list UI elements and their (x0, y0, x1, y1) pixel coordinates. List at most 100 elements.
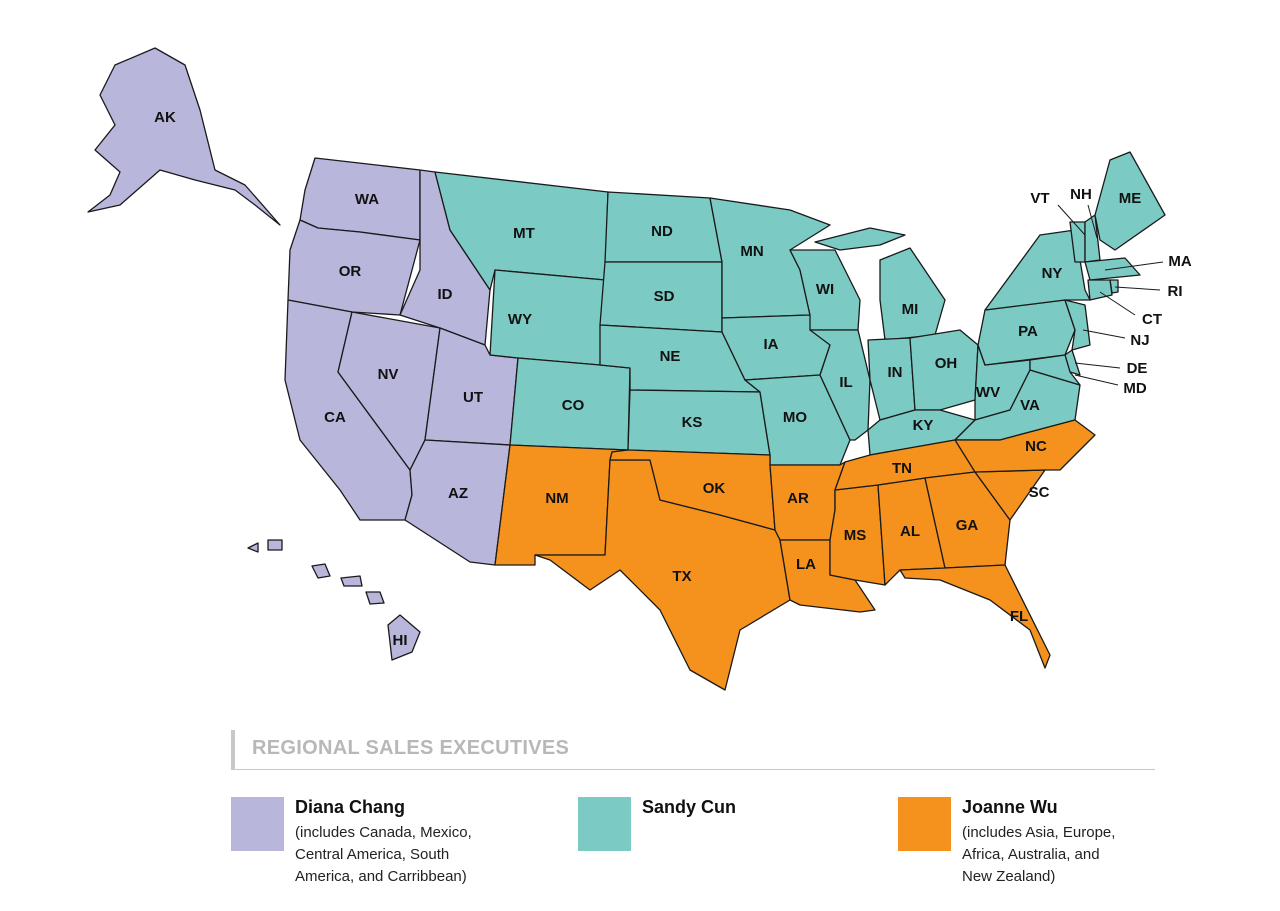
state: NJ (1064, 299, 1150, 351)
leader-line (1057, 204, 1086, 236)
state-label: GA (956, 517, 979, 534)
legend-title: REGIONAL SALES EXECUTIVES (252, 737, 570, 759)
state: OK (609, 449, 776, 531)
state-label: SC (1029, 484, 1050, 501)
state-label: NJ (1130, 332, 1149, 349)
state: RI (1109, 279, 1183, 300)
state-label: IN (888, 364, 903, 381)
legend-name: Diana Chang (295, 797, 406, 817)
state-label: NM (545, 490, 568, 507)
state-shape (814, 227, 906, 251)
state: HI (247, 539, 421, 661)
map: AK HI WA OR CA NV ID UT AZ MT WY CO ND S… (87, 47, 1192, 691)
state-label: ME (1119, 190, 1142, 207)
state: AR (769, 461, 846, 541)
leader-line (1087, 204, 1098, 239)
state-shape (387, 614, 421, 661)
state-label: TX (672, 568, 691, 585)
state-shape (954, 419, 1096, 473)
state-label: IL (839, 374, 852, 391)
state-label: OH (935, 355, 958, 372)
state-label: VA (1020, 397, 1040, 414)
legend-note: New Zealand) (962, 868, 1056, 885)
state-shape (809, 329, 871, 441)
state: NY (984, 229, 1091, 311)
state: MS (829, 484, 886, 586)
state-shape (247, 542, 259, 553)
leader-line (1104, 261, 1164, 271)
state-label: DE (1127, 360, 1148, 377)
legend-swatch (231, 797, 284, 851)
state-label: OR (339, 263, 362, 280)
state: FL (899, 564, 1051, 669)
leader-line (1082, 329, 1126, 339)
state-label: KS (682, 414, 703, 431)
state-label: NC (1025, 438, 1047, 455)
legend-bar (231, 730, 235, 770)
state-label: UT (463, 389, 483, 406)
state-shape (1087, 279, 1113, 301)
state: IL (809, 329, 871, 441)
state-label: LA (796, 556, 816, 573)
state-label: KY (913, 417, 934, 434)
state-label: NE (660, 348, 681, 365)
legend-note: Central America, South (295, 846, 450, 863)
state-label: MO (783, 409, 807, 426)
state-label: NY (1042, 265, 1063, 282)
state-shape (924, 471, 1011, 569)
state: IN (867, 337, 916, 421)
state-label: CT (1142, 311, 1162, 328)
state: UT (424, 327, 519, 446)
state: WY (489, 269, 606, 366)
state-label: ND (651, 223, 673, 240)
legend-note: (includes Canada, Mexico, (295, 824, 472, 841)
state-shape (609, 449, 776, 531)
state-shape (404, 439, 511, 566)
state-label: MS (844, 527, 867, 544)
legend-swatch (578, 797, 631, 851)
legend-rule (231, 769, 1155, 770)
state-shape (1094, 151, 1166, 251)
state-label: AL (900, 523, 920, 540)
state-shape (340, 575, 363, 587)
state: ND (604, 191, 723, 263)
legend-name: Joanne Wu (962, 797, 1058, 817)
state: MD (1029, 354, 1147, 397)
state-shape (899, 564, 1051, 669)
state-label: MD (1123, 380, 1146, 397)
state-label: RI (1168, 283, 1183, 300)
state-label: HI (393, 632, 408, 649)
state: MA (1084, 253, 1192, 281)
state: MI (814, 227, 946, 341)
state-label: OK (703, 480, 726, 497)
state: CT (1087, 279, 1162, 328)
state: OR (287, 219, 421, 316)
state: VA (954, 369, 1081, 441)
state-label: AK (154, 109, 176, 126)
state-label: MN (740, 243, 763, 260)
state-shape (1064, 299, 1091, 351)
state: SD (599, 261, 723, 333)
state: AZ (404, 439, 511, 566)
state-shape (365, 591, 385, 605)
legend-name: Sandy Cun (642, 797, 737, 817)
state: NC (954, 419, 1096, 473)
state-label: WA (355, 191, 379, 208)
state: KS (627, 389, 771, 456)
state: AK (87, 47, 281, 226)
state-shape (267, 539, 283, 551)
state-shape (1029, 354, 1081, 386)
leader-line (1114, 286, 1161, 291)
state-label: FL (1010, 608, 1028, 625)
state: TX (534, 459, 791, 691)
state: CO (509, 357, 631, 451)
state-label: CA (324, 409, 346, 426)
state-shape (87, 47, 281, 226)
state-shape (311, 563, 331, 579)
state: GA (924, 471, 1011, 569)
legend-swatch (898, 797, 951, 851)
state-label: CO (562, 397, 585, 414)
state-label: SD (654, 288, 675, 305)
state-label: WI (816, 281, 834, 298)
